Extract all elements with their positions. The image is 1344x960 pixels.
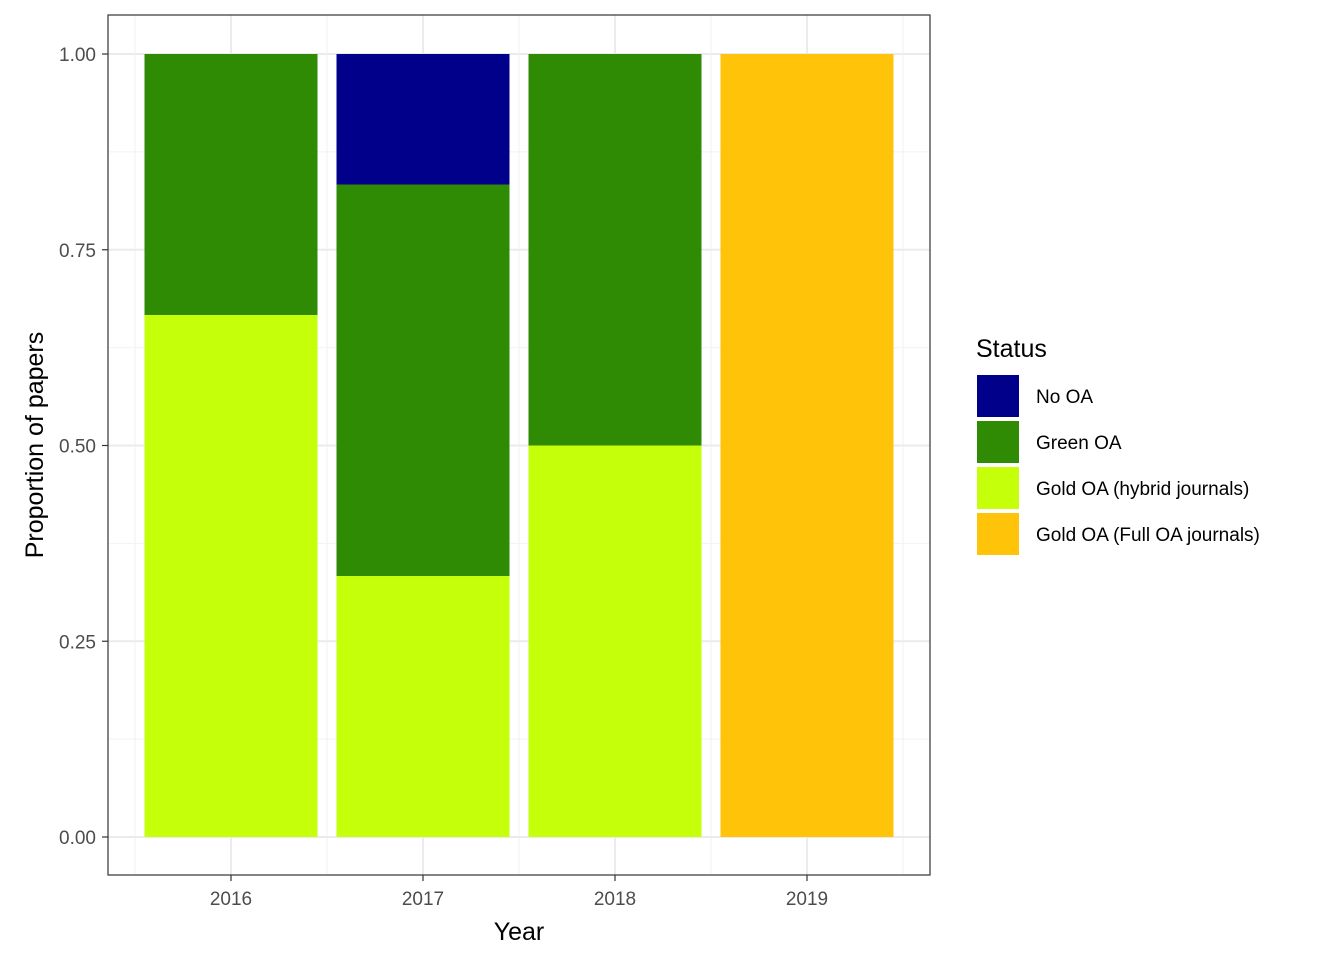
bar-segment-green-oa-2017 <box>336 184 510 577</box>
legend-swatch <box>977 375 1019 417</box>
bar-segment-gold-oa-hybrid-journals-2018 <box>528 445 702 837</box>
legend-swatch <box>977 421 1019 463</box>
bar-segment-no-oa-2017 <box>336 54 510 185</box>
legend-label: Gold OA (Full OA journals) <box>1036 525 1260 546</box>
x-tick-label: 2019 <box>786 889 828 910</box>
bar-segment-green-oa-2016 <box>144 54 318 315</box>
legend: Status No OA Green OA Gold OA (hybrid jour… <box>976 335 1260 555</box>
bar-segment-gold-oa-full-oa-journals-2019 <box>720 54 894 837</box>
legend-label: Green OA <box>1036 433 1122 454</box>
legend-label: No OA <box>1036 387 1093 408</box>
legend-title: Status <box>976 335 1047 363</box>
y-axis-title: Proportion of papers <box>21 332 49 559</box>
bars <box>144 54 894 838</box>
legend-swatch <box>977 513 1019 555</box>
y-tick-label: 0.25 <box>59 632 96 653</box>
x-axis-title: Year <box>494 918 545 946</box>
axes: 0.00 0.25 0.50 0.75 1.00 2016 2017 2018 2019 <box>59 45 828 910</box>
y-tick-label: 0.75 <box>59 241 96 262</box>
bar-segment-gold-oa-hybrid-journals-2016 <box>144 314 318 838</box>
x-tick-label: 2018 <box>594 889 636 910</box>
x-tick-label: 2017 <box>402 889 444 910</box>
legend-label: Gold OA (hybrid journals) <box>1036 479 1249 500</box>
bar-segment-green-oa-2018 <box>528 54 702 446</box>
y-tick-label: 1.00 <box>59 45 96 66</box>
y-tick-label: 0.50 <box>59 437 96 458</box>
x-tick-label: 2016 <box>210 889 252 910</box>
bar-segment-gold-oa-hybrid-journals-2017 <box>336 576 510 837</box>
legend-swatch <box>977 467 1019 509</box>
y-tick-label: 0.00 <box>59 828 96 849</box>
